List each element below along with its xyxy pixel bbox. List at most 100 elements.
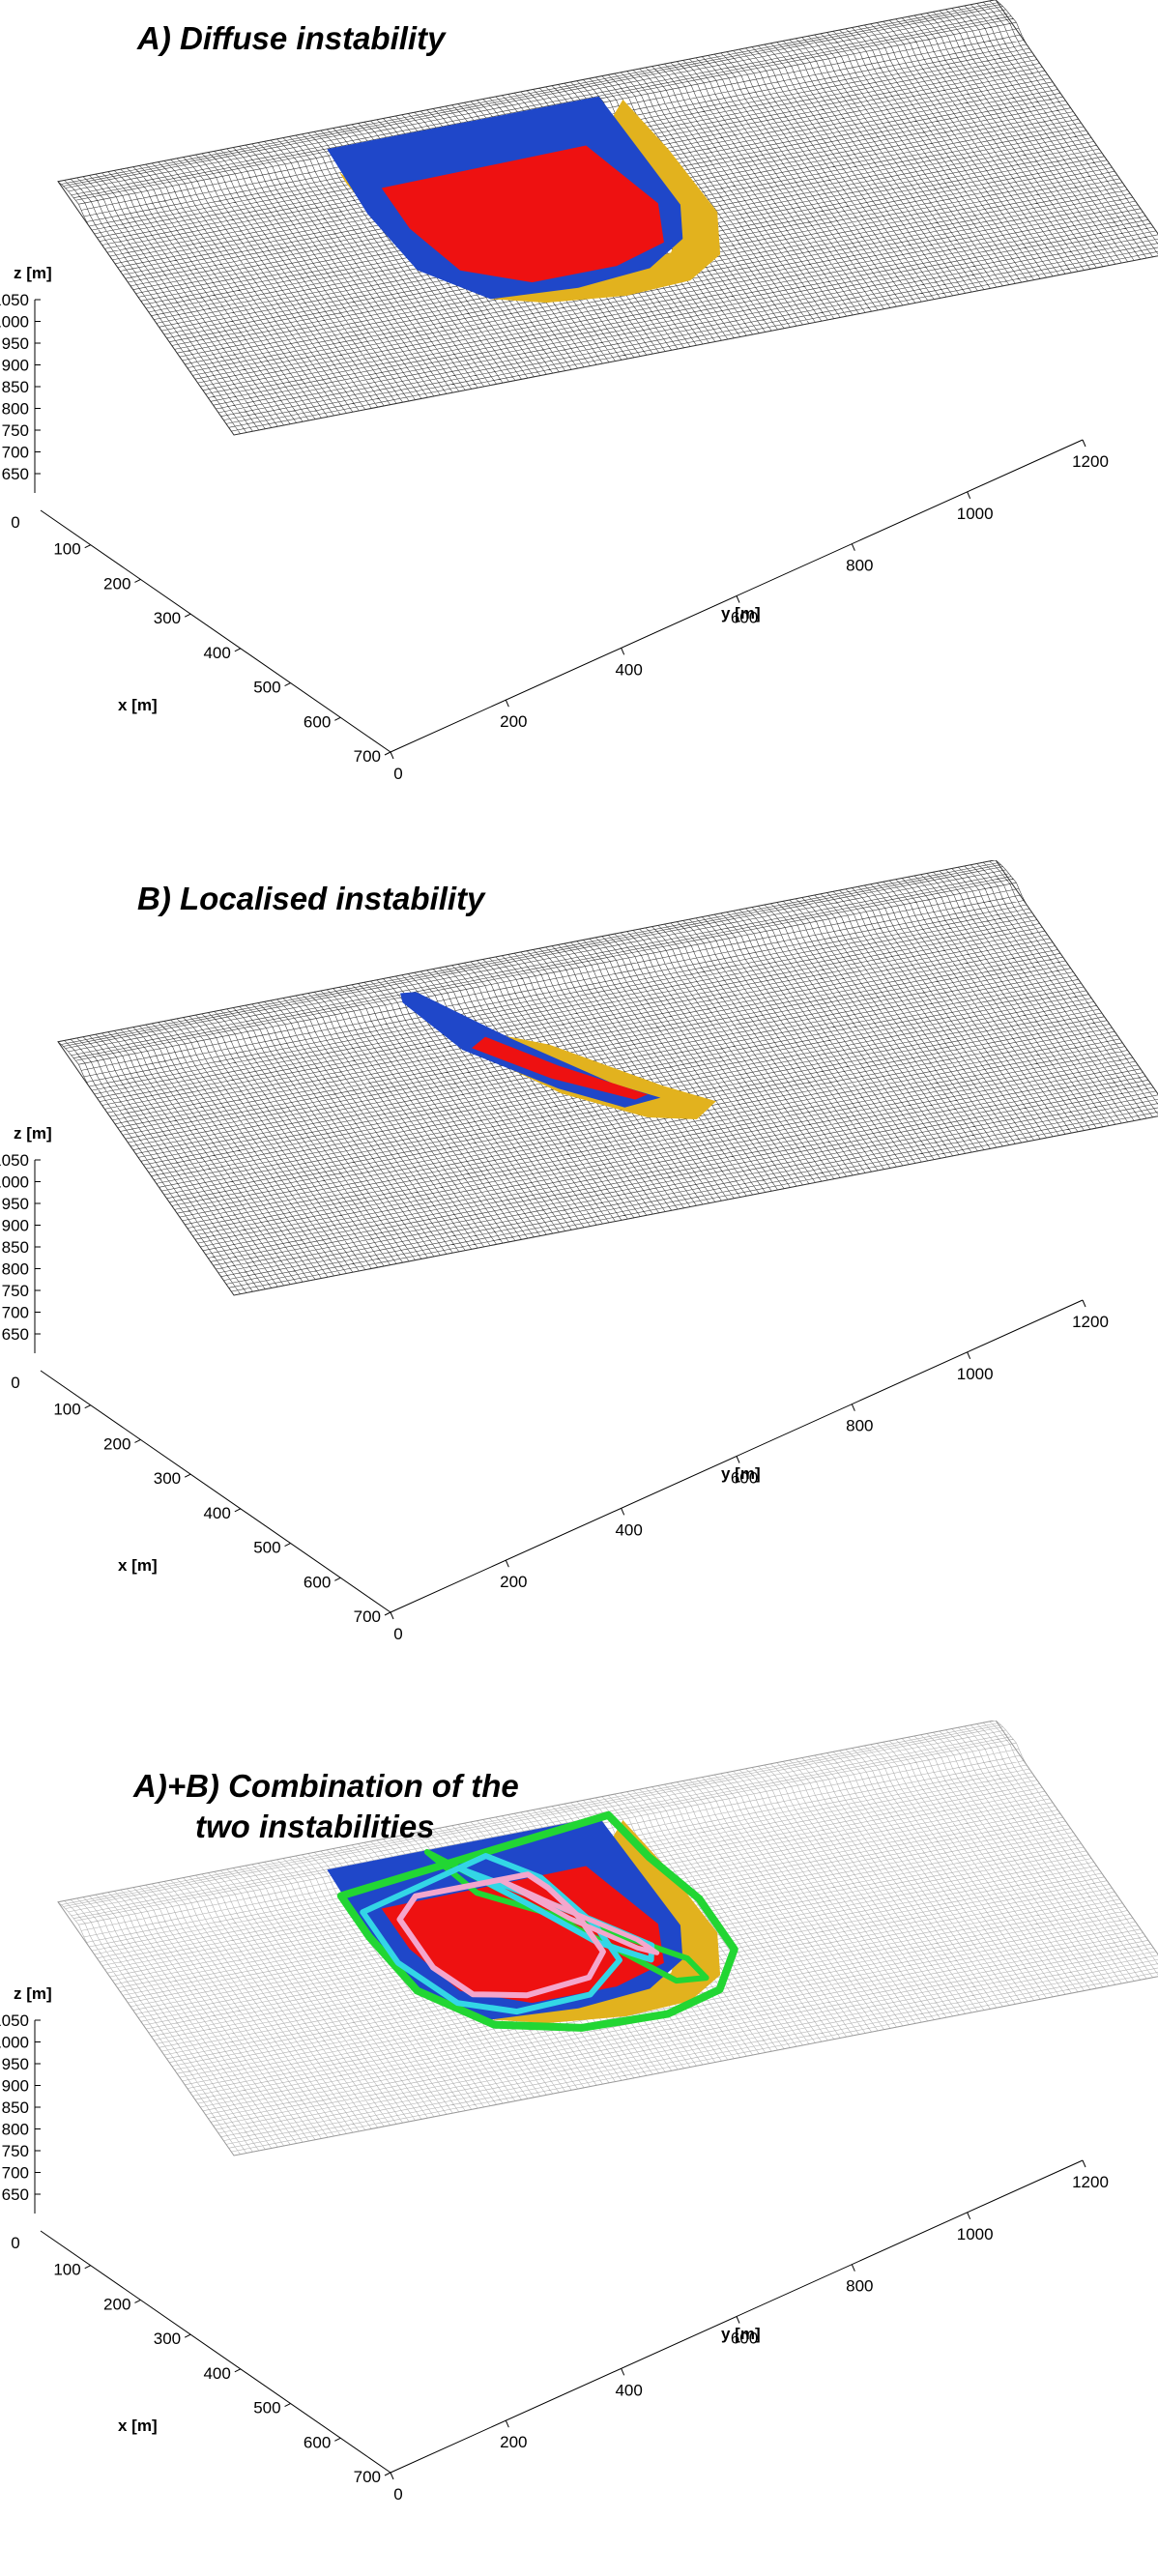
- x-tick-label: 100: [53, 1401, 80, 1419]
- contour-cyan-diffuse: [360, 1853, 622, 2015]
- y-tick-mark: [967, 1351, 971, 1360]
- unstable-zone-red: [381, 145, 664, 283]
- y-tick-label: 400: [615, 1520, 642, 1539]
- y-tick-label: 0: [393, 1625, 402, 1643]
- x-tick-mark: [334, 1577, 341, 1581]
- x-tick-mark: [134, 1438, 141, 1443]
- x-tick-label: 100: [53, 540, 80, 559]
- y-tick-label: 400: [615, 660, 642, 679]
- x-tick-label: 400: [203, 2364, 230, 2383]
- y-tick-label: 600: [731, 2330, 758, 2348]
- y-tick-mark: [736, 1456, 740, 1463]
- z-tick-label: 1000: [0, 1173, 29, 1192]
- z-axis-label: z [m]: [14, 1984, 52, 2003]
- z-tick-label: 850: [2, 2098, 29, 2117]
- unstable-zone-yellow: [339, 100, 721, 304]
- surface-outline: [57, 0, 1158, 436]
- x-axis-line: [40, 1370, 391, 1613]
- x-tick-label: 100: [53, 2261, 80, 2279]
- x-tick-mark: [384, 1611, 391, 1616]
- x-tick-label: 700: [354, 1607, 381, 1626]
- x-axis-label: x [m]: [118, 696, 158, 714]
- axes: 1050 1000 950 900 850 800 750 700 650 0 z [m] 100 20…: [0, 1984, 1109, 2504]
- y-tick-mark: [851, 1404, 855, 1411]
- y-tick-mark: [505, 1559, 509, 1568]
- y-tick-mark: [1082, 2159, 1086, 2168]
- z-tick-label: 1050: [0, 1151, 29, 1170]
- y-tick-mark: [390, 1611, 394, 1620]
- z-axis-label: z [m]: [14, 1124, 52, 1143]
- z-tick-label: 950: [2, 2055, 29, 2073]
- y-tick-mark: [505, 699, 509, 708]
- y-tick-label: 200: [500, 1573, 527, 1591]
- y-axis-label: y [m]: [721, 1464, 761, 1483]
- contour-lines: [336, 1810, 738, 2032]
- y-tick-label: 1000: [957, 505, 994, 523]
- instability-regions: [327, 96, 721, 304]
- x-tick-label: 400: [203, 1504, 230, 1522]
- z-tick-zero: 0: [11, 513, 19, 532]
- x-axis-label: x [m]: [118, 2417, 158, 2435]
- axes: 1050 1000 950 900 850 800 750 700 650 0 z [m] 100 20…: [0, 1124, 1109, 1643]
- x-tick-mark: [284, 1543, 291, 1548]
- y-tick-mark: [390, 751, 394, 760]
- y-tick-label: 1000: [957, 2225, 994, 2243]
- surface-plot: 1050 1000 950 900 850 800 750 700 650 0 z [m] 100 20…: [0, 0, 1158, 783]
- unstable-zone-red: [472, 1036, 648, 1100]
- y-axis-label: y [m]: [721, 2325, 761, 2343]
- panel-title: B) Localised instability: [137, 881, 485, 916]
- x-tick-label: 600: [304, 2433, 331, 2451]
- z-tick-label: 1000: [0, 313, 29, 332]
- x-tick-mark: [334, 2437, 341, 2442]
- z-tick-zero: 0: [11, 1374, 19, 1392]
- y-tick-label: 800: [846, 557, 873, 575]
- y-tick-mark: [1082, 1299, 1086, 1308]
- z-tick-label: 750: [2, 421, 29, 440]
- unstable-zone-yellow: [339, 1820, 721, 2024]
- x-tick-label: 200: [103, 2295, 130, 2313]
- z-tick-label: 650: [2, 1325, 29, 1344]
- z-tick-label: 700: [2, 1304, 29, 1322]
- x-tick-mark: [284, 2403, 291, 2408]
- y-tick-mark: [736, 2316, 740, 2324]
- x-tick-mark: [184, 1473, 191, 1478]
- y-tick-mark: [390, 2472, 394, 2480]
- z-tick-label: 900: [2, 1217, 29, 1235]
- y-tick-mark: [621, 2368, 625, 2376]
- z-tick-label: 900: [2, 2077, 29, 2096]
- x-tick-label: 300: [154, 1469, 181, 1488]
- y-tick-label: 1200: [1072, 452, 1109, 471]
- surface-outline: [57, 860, 1158, 1296]
- y-tick-mark: [1082, 439, 1086, 448]
- y-tick-label: 800: [846, 1417, 873, 1435]
- x-tick-mark: [84, 544, 91, 549]
- instability-regions: [327, 1816, 721, 2024]
- y-tick-label: 0: [393, 2485, 402, 2504]
- x-tick-label: 700: [354, 2468, 381, 2486]
- x-tick-label: 200: [103, 1434, 130, 1453]
- contour-green-diffuse: [336, 1810, 738, 2032]
- x-tick-label: 700: [354, 747, 381, 766]
- x-tick-mark: [384, 2472, 391, 2476]
- x-axis-line: [40, 509, 391, 753]
- y-tick-mark: [851, 543, 855, 551]
- y-tick-mark: [621, 1508, 625, 1516]
- x-tick-label: 500: [253, 679, 280, 697]
- x-tick-mark: [234, 1508, 242, 1513]
- x-tick-label: 500: [253, 1539, 280, 1557]
- z-tick-label: 1050: [0, 291, 29, 309]
- y-tick-label: 1200: [1072, 2173, 1109, 2191]
- y-tick-mark: [851, 2264, 855, 2272]
- z-tick-label: 800: [2, 400, 29, 419]
- panel-title: A)+B) Combination of the: [133, 1768, 519, 1804]
- x-tick-label: 200: [103, 574, 130, 593]
- z-tick-label: 800: [2, 2121, 29, 2139]
- x-tick-mark: [384, 751, 391, 756]
- axes: 1050 1000 950 900 850 800 750 700 650 0 z [m] 100 20…: [0, 264, 1109, 783]
- z-tick-label: 800: [2, 1260, 29, 1279]
- z-tick-label: 900: [2, 357, 29, 375]
- x-tick-label: 300: [154, 2330, 181, 2348]
- surface-outline: [57, 1721, 1158, 2156]
- x-tick-label: 500: [253, 2399, 280, 2417]
- z-tick-label: 750: [2, 2142, 29, 2160]
